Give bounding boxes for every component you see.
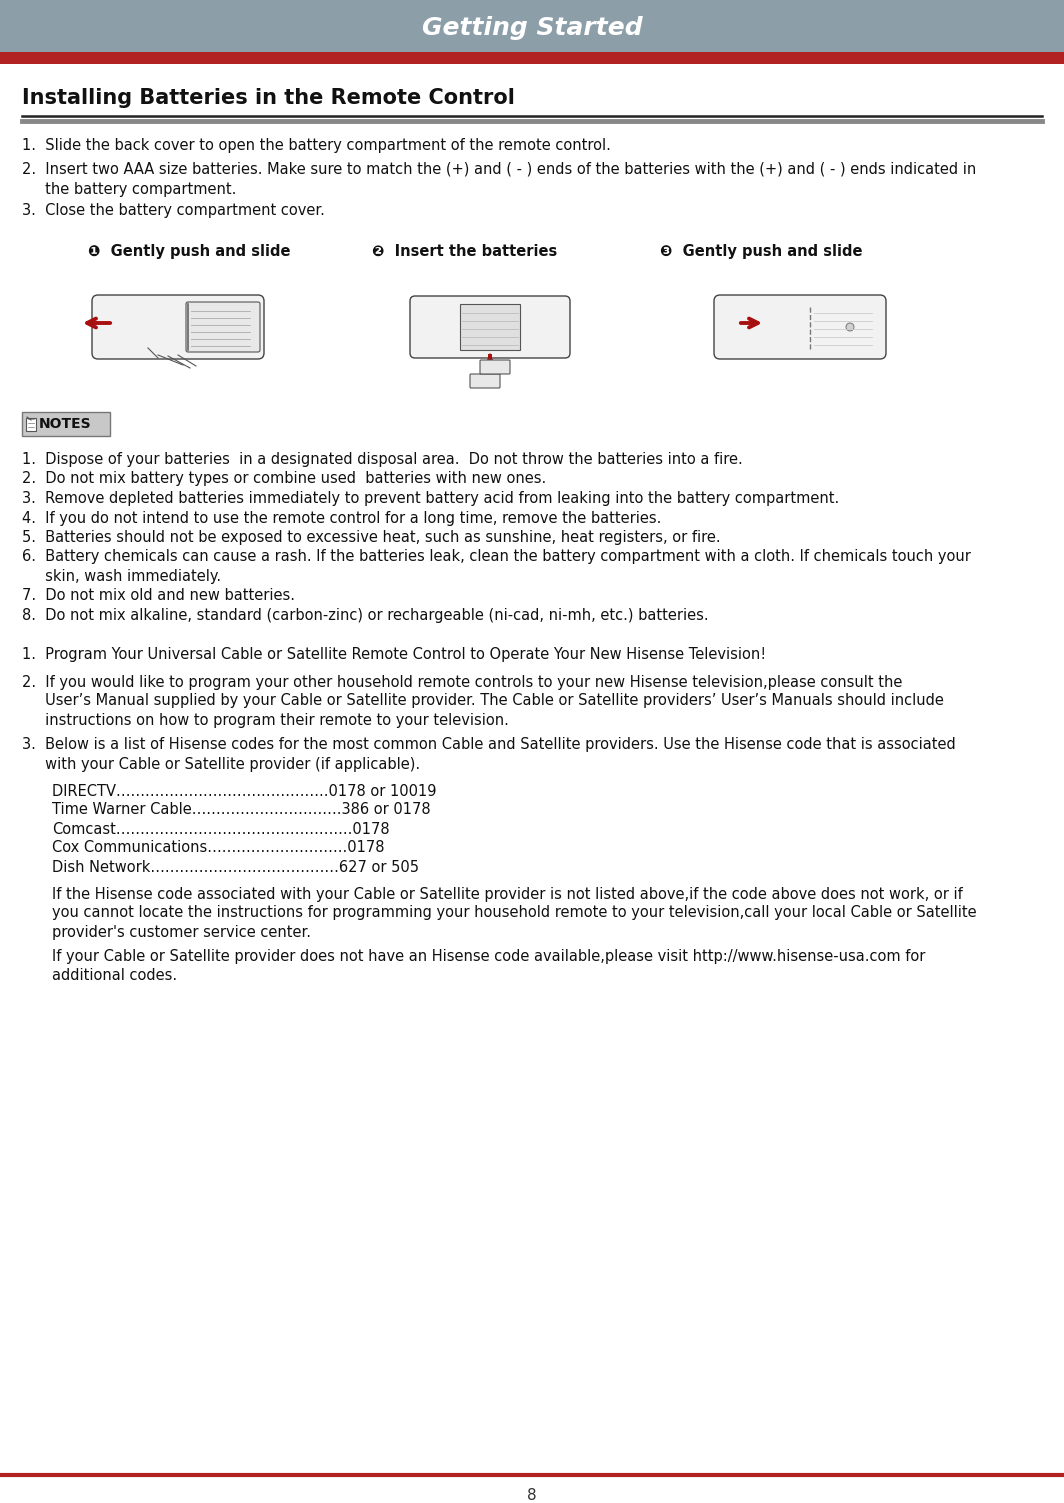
Text: the battery compartment.: the battery compartment. — [22, 182, 236, 197]
Text: DIRECTV……………………………………..0178 or 10019: DIRECTV……………………………………..0178 or 10019 — [52, 783, 436, 798]
Text: with your Cable or Satellite provider (if applicable).: with your Cable or Satellite provider (i… — [22, 756, 420, 771]
Text: 2.  Do not mix battery types or combine used  batteries with new ones.: 2. Do not mix battery types or combine u… — [22, 472, 546, 487]
Text: 3.  Remove depleted batteries immediately to prevent battery acid from leaking i: 3. Remove depleted batteries immediately… — [22, 491, 839, 507]
FancyBboxPatch shape — [92, 295, 264, 359]
Text: 4.  If you do not intend to use the remote control for a long time, remove the b: 4. If you do not intend to use the remot… — [22, 511, 662, 526]
Text: 8: 8 — [527, 1488, 537, 1503]
Text: Time Warner Cable………………………….386 or 0178: Time Warner Cable………………………….386 or 0178 — [52, 803, 431, 818]
Text: Comcast………………………………………....0178: Comcast………………………………………....0178 — [52, 822, 389, 837]
Text: 3.  Below is a list of Hisense codes for the most common Cable and Satellite pro: 3. Below is a list of Hisense codes for … — [22, 738, 955, 753]
Text: 1.  Dispose of your batteries  in a designated disposal area.  Do not throw the : 1. Dispose of your batteries in a design… — [22, 452, 743, 467]
Text: Dish Network…………………………………627 or 505: Dish Network…………………………………627 or 505 — [52, 860, 419, 875]
Bar — [0, 0, 1064, 53]
Text: 6.  Battery chemicals can cause a rash. If the batteries leak, clean the battery: 6. Battery chemicals can cause a rash. I… — [22, 550, 970, 565]
FancyBboxPatch shape — [410, 296, 570, 358]
Text: you cannot locate the instructions for programming your household remote to your: you cannot locate the instructions for p… — [52, 905, 977, 920]
Text: 2.  Insert two AAA size batteries. Make sure to match the (+) and ( - ) ends of : 2. Insert two AAA size batteries. Make s… — [22, 161, 977, 176]
Text: 3.  Close the battery compartment cover.: 3. Close the battery compartment cover. — [22, 203, 325, 218]
FancyBboxPatch shape — [480, 361, 510, 374]
Text: Installing Batteries in the Remote Control: Installing Batteries in the Remote Contr… — [22, 89, 515, 108]
Text: additional codes.: additional codes. — [52, 968, 177, 983]
Text: ❸  Gently push and slide: ❸ Gently push and slide — [660, 243, 863, 259]
Text: ❶  Gently push and slide: ❶ Gently push and slide — [88, 243, 290, 259]
Text: ❷  Insert the batteries: ❷ Insert the batteries — [372, 243, 558, 259]
Text: NOTES: NOTES — [39, 416, 92, 431]
Text: 2.  If you would like to program your other household remote controls to your ne: 2. If you would like to program your oth… — [22, 675, 902, 690]
Text: 8.  Do not mix alkaline, standard (carbon-zinc) or rechargeable (ni-cad, ni-mh, : 8. Do not mix alkaline, standard (carbon… — [22, 609, 709, 624]
Text: 1.  Program Your Universal Cable or Satellite Remote Control to Operate Your New: 1. Program Your Universal Cable or Satel… — [22, 648, 766, 663]
Text: provider's customer service center.: provider's customer service center. — [52, 924, 311, 939]
Text: 7.  Do not mix old and new batteries.: 7. Do not mix old and new batteries. — [22, 589, 295, 604]
Text: 1.  Slide the back cover to open the battery compartment of the remote control.: 1. Slide the back cover to open the batt… — [22, 138, 611, 153]
Text: User’s Manual supplied by your Cable or Satellite provider. The Cable or Satelli: User’s Manual supplied by your Cable or … — [22, 693, 944, 708]
FancyBboxPatch shape — [186, 302, 260, 352]
Text: instructions on how to program their remote to your television.: instructions on how to program their rem… — [22, 712, 509, 727]
FancyBboxPatch shape — [714, 295, 886, 359]
Bar — [26, 418, 36, 431]
Text: If the Hisense code associated with your Cable or Satellite provider is not list: If the Hisense code associated with your… — [52, 887, 963, 902]
Text: Getting Started: Getting Started — [421, 17, 643, 41]
Text: 5.  Batteries should not be exposed to excessive heat, such as sunshine, heat re: 5. Batteries should not be exposed to ex… — [22, 531, 720, 546]
Text: If your Cable or Satellite provider does not have an Hisense code available,plea: If your Cable or Satellite provider does… — [52, 950, 926, 965]
Circle shape — [846, 323, 854, 331]
Text: Cox Communications………………………..0178: Cox Communications………………………..0178 — [52, 840, 384, 855]
Bar — [0, 53, 1064, 65]
Text: skin, wash immediately.: skin, wash immediately. — [22, 570, 221, 585]
Bar — [22, 412, 110, 436]
FancyBboxPatch shape — [470, 374, 500, 388]
Bar — [460, 304, 520, 350]
